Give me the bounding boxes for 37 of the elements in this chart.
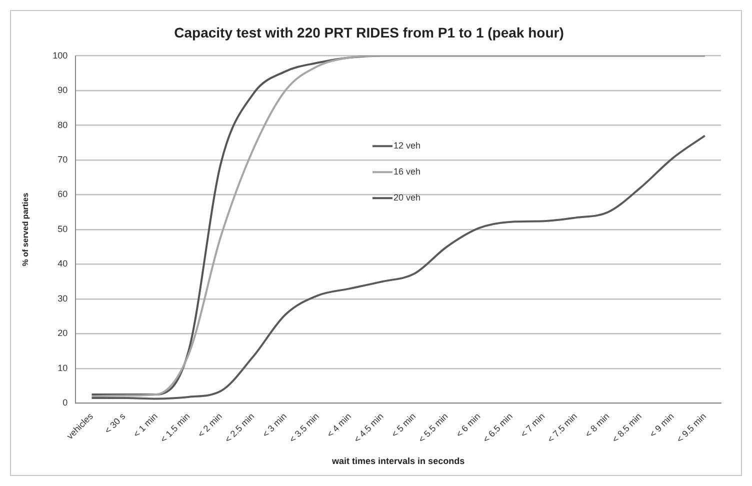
x-tick-label: < 9 min — [648, 411, 676, 440]
y-tick-label: 0 — [62, 398, 68, 408]
x-tick-label: < 8 min — [583, 411, 612, 440]
x-tick-label: < 3 min — [260, 411, 289, 440]
legend-label: 16 veh — [393, 166, 421, 177]
y-tick-label: 60 — [58, 189, 68, 200]
x-axis-title: wait times intervals in seconds — [331, 456, 465, 466]
x-tick-label: < 6.5 min — [480, 411, 514, 445]
x-tick-label: < 3.5 min — [287, 411, 321, 445]
x-tick-label: < 5 min — [389, 411, 418, 440]
y-tick-label: 50 — [58, 224, 68, 234]
x-tick-label: < 7 min — [518, 411, 547, 440]
x-tick-label: < 4.5 min — [352, 411, 386, 445]
x-tick-label: < 5.5 min — [416, 411, 450, 445]
y-tick-label: 100 — [52, 50, 68, 60]
x-tick-label: < 2 min — [196, 411, 224, 440]
x-tick-label: < 7.5 min — [546, 411, 579, 445]
x-tick-label: < 1.5 min — [158, 411, 192, 445]
y-tick-label: 30 — [58, 293, 68, 304]
x-tick-label: < 8.5 min — [610, 411, 644, 445]
x-tick-label: < 4 min — [324, 411, 354, 440]
y-tick-label: 10 — [58, 362, 68, 373]
y-tick-label: 90 — [58, 85, 68, 96]
y-tick-label: 40 — [58, 258, 68, 269]
y-tick-label: 70 — [58, 154, 68, 165]
y-tick-label: 20 — [58, 328, 68, 338]
x-tick-label: < 9.5 min — [674, 411, 708, 445]
chart-title: Capacity test with 220 PRT RIDES from P1 to 1 (peak hour) — [174, 24, 564, 40]
y-axis-title: % of served parties — [21, 192, 30, 266]
legend-label: 12 veh — [393, 140, 421, 151]
legend-label: 20 veh — [393, 192, 421, 203]
x-tick-label: < 30 s — [102, 410, 128, 436]
line-series — [90, 134, 706, 400]
x-tick-label: < 6 min — [454, 411, 482, 440]
x-tick-label: < 1 min — [131, 411, 160, 440]
x-tick-label: < 2.5 min — [222, 411, 256, 445]
y-tick-label: 80 — [58, 120, 68, 130]
